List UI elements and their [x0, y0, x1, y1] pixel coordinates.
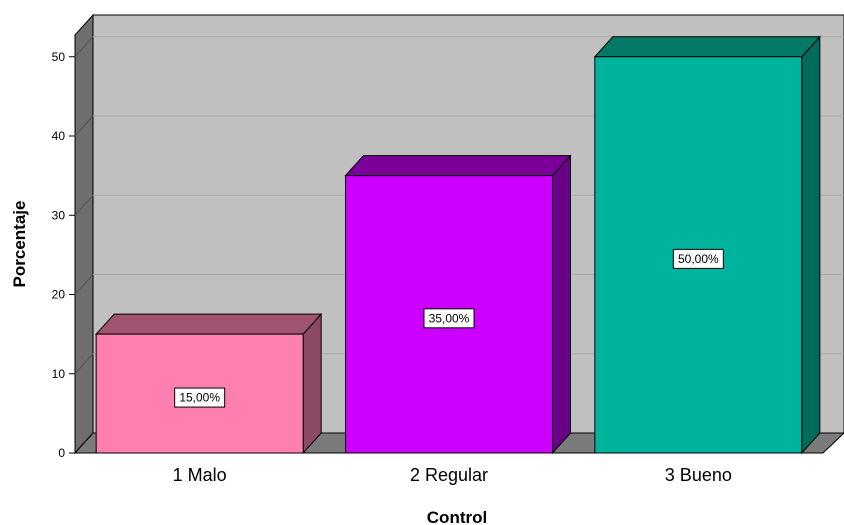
bar-side — [552, 154, 571, 455]
data-label-box — [672, 248, 724, 269]
x-axis-title: Control — [427, 508, 487, 525]
bar-top — [344, 155, 572, 177]
y-tick-label: 30 — [52, 208, 66, 222]
y-tick-label: 10 — [52, 367, 66, 381]
bar-1-malo: 15,00% — [95, 312, 323, 455]
bar-side — [302, 312, 322, 455]
side-gridline — [74, 115, 94, 137]
y-tick-label: 0 — [58, 446, 65, 460]
bar-2-regular: 35,00% — [344, 154, 572, 455]
y-tick-label: 40 — [52, 129, 66, 143]
x-tick-label: 1 Malo — [173, 465, 227, 485]
data-label-box — [174, 387, 226, 408]
data-label: 35,00% — [429, 311, 470, 325]
y-tick-label: 50 — [52, 50, 66, 64]
data-label: 15,00% — [179, 391, 220, 405]
data-label: 50,00% — [678, 252, 719, 266]
bar-3-bueno: 50,00% — [593, 35, 821, 455]
bar-side — [801, 35, 821, 455]
bar-top — [593, 36, 821, 58]
x-tick-label: 2 Regular — [410, 465, 488, 485]
side-gridline — [74, 353, 94, 375]
bar-top — [95, 313, 323, 335]
bars: 15,00% 35,00% 50,00% — [95, 35, 821, 455]
side-gridline — [74, 36, 94, 58]
x-axis-labels: 1 Malo 2 Regular 3 Bueno — [173, 465, 732, 485]
side-gridline — [74, 274, 94, 295]
side-gridline — [74, 194, 94, 216]
data-label-box — [423, 308, 475, 329]
y-axis-ticks: 0 10 20 30 40 50 — [52, 50, 75, 460]
side-wall — [74, 13, 94, 455]
x-tick-label: 3 Bueno — [665, 465, 732, 485]
y-axis-title: Porcentaje — [10, 201, 29, 288]
y-tick-label: 20 — [52, 288, 66, 302]
